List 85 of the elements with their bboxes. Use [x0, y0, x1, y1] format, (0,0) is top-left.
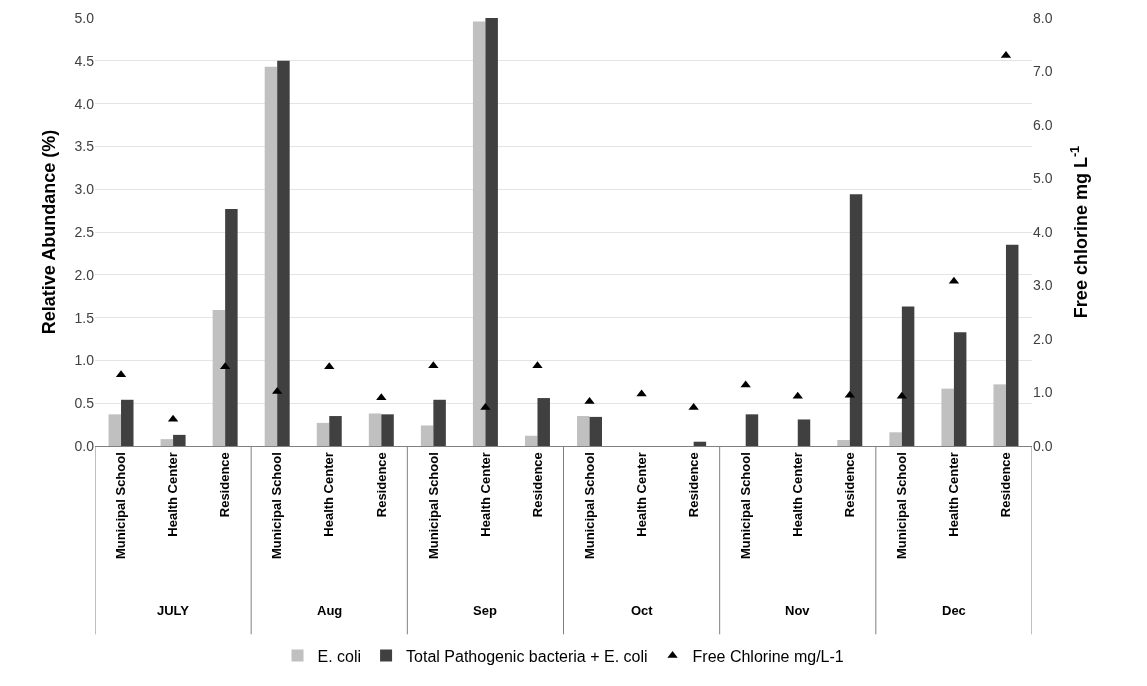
bar	[420, 425, 434, 446]
y-tick-label: 4.0	[74, 95, 95, 112]
y2-tick-label: 7.0	[1033, 63, 1053, 80]
y-tick-label: 0.0	[74, 437, 95, 454]
point	[740, 380, 751, 388]
bar	[368, 413, 382, 446]
bar	[797, 419, 811, 446]
x-tick-label: Health Center	[946, 452, 962, 537]
bar	[108, 414, 122, 446]
bar	[329, 416, 342, 446]
x-tick-label: Health Center	[477, 452, 493, 537]
point	[376, 393, 387, 401]
x-tick-label: Municipal School	[425, 452, 441, 560]
text: Oct	[631, 603, 654, 618]
point	[480, 402, 491, 410]
x-tick-label: Health Center	[789, 452, 805, 537]
point	[688, 402, 699, 410]
y2-tick-label: 3.0	[1033, 277, 1053, 294]
bar	[316, 422, 330, 446]
point	[792, 391, 803, 399]
bar	[485, 18, 498, 446]
bar	[993, 384, 1006, 446]
bar	[537, 398, 550, 446]
bar	[589, 416, 603, 446]
text: Aug	[317, 603, 343, 618]
y2-tick-label: 0.0	[1033, 437, 1053, 454]
x-tick-label: Municipal School	[894, 452, 910, 560]
bar	[160, 439, 174, 446]
x-tick-label: Municipal School	[113, 452, 129, 560]
y2-tick-label: 6.0	[1033, 116, 1053, 133]
bar	[837, 440, 850, 446]
x-tick-label: Health Center	[165, 452, 181, 537]
bar	[953, 332, 967, 446]
bar	[889, 432, 902, 446]
y-tick-label: 4.5	[74, 52, 95, 69]
x-tick-label: Health Center	[633, 452, 649, 537]
y2-tick-label: 5.0	[1033, 170, 1053, 187]
y-tick-label: 1.0	[74, 352, 95, 369]
y-axis-title: Relative Abundance (%)	[38, 129, 59, 335]
bar	[524, 435, 538, 446]
y-tick-label: 2.5	[74, 223, 95, 240]
y-tick-label: 2.0	[74, 266, 95, 283]
point	[324, 362, 335, 370]
legend-label: Total Pathogenic bacteria + E. coli	[406, 647, 648, 665]
x-tick-label: Municipal School	[737, 452, 753, 560]
x-tick-label: Municipal School	[269, 452, 285, 560]
y-tick-label: 3.5	[74, 138, 95, 155]
text: JULY	[157, 603, 190, 618]
bar	[225, 208, 238, 446]
bar	[472, 21, 486, 446]
y2-tick-label: 8.0	[1033, 9, 1053, 26]
x-tick-label: Health Center	[321, 452, 337, 537]
bar	[577, 416, 590, 446]
bar	[173, 434, 186, 446]
bar	[381, 414, 394, 446]
bar	[693, 441, 707, 446]
bar	[849, 194, 863, 446]
bar	[212, 309, 226, 446]
x-tick-label: Residence	[998, 452, 1014, 518]
y-tick-label: 1.5	[74, 309, 95, 326]
text: Sep	[473, 603, 497, 618]
bar	[433, 399, 446, 446]
x-tick-label: Residence	[217, 452, 233, 518]
y2-tick-label: 4.0	[1033, 223, 1053, 240]
x-tick-label: Municipal School	[581, 452, 597, 560]
x-tick-label: Residence	[842, 452, 858, 518]
x-tick-label: Residence	[529, 452, 545, 518]
bar	[901, 306, 915, 446]
legend-label: E. coli	[317, 647, 362, 665]
bar	[277, 60, 290, 446]
bar	[745, 414, 759, 446]
y-tick-label: 5.0	[74, 9, 95, 26]
legend-label: Free Chlorine mg/L-1	[692, 647, 844, 665]
text: Dec	[942, 603, 966, 618]
y2-tick-label: 1.0	[1033, 384, 1053, 401]
bar	[121, 399, 134, 446]
y-tick-label: 0.5	[74, 395, 95, 412]
x-tick-label: Residence	[373, 452, 389, 518]
x-tick-label: Residence	[685, 452, 701, 518]
y-tick-label: 3.0	[74, 181, 95, 198]
bar	[1005, 244, 1019, 446]
bar	[264, 66, 278, 446]
y2-tick-label: 2.0	[1033, 330, 1053, 347]
bar	[941, 388, 954, 446]
text: Nov	[785, 603, 811, 618]
